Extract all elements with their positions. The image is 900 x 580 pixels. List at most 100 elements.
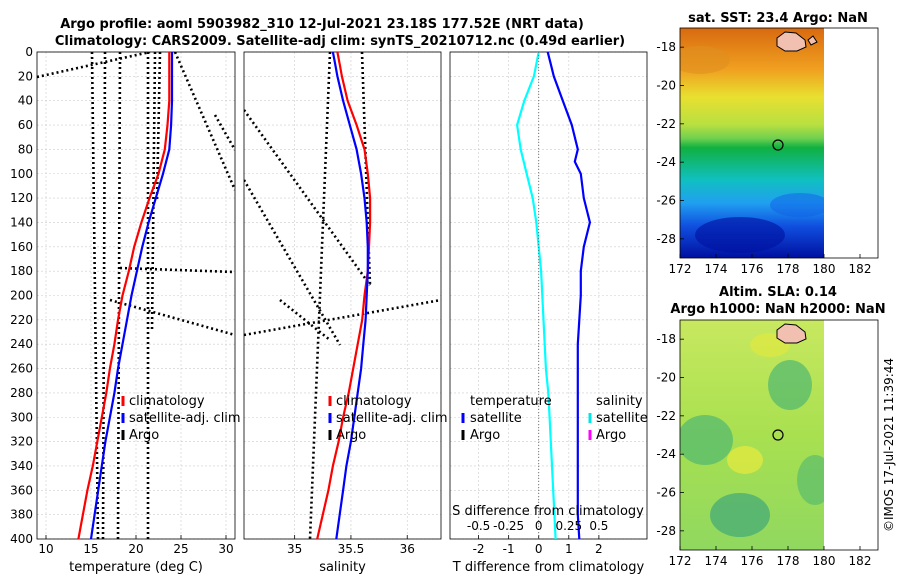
sst_map-ytick-label: -26 bbox=[656, 194, 676, 208]
sst_map-xtick-label: 172 bbox=[669, 262, 692, 276]
sla-high-1 bbox=[727, 446, 763, 474]
sla_map-ytick-label: -24 bbox=[656, 447, 676, 461]
sla-map-axes: 172 174 176 178 180 182 -18 -20 -22 -24 -26 -28 bbox=[656, 319, 879, 568]
temperature-xtick-label: 30 bbox=[218, 542, 233, 556]
island-small bbox=[807, 35, 818, 46]
sst_map-ytick-label: -20 bbox=[656, 79, 676, 93]
sst-map-title: sat. SST: 23.4 Argo: NaN bbox=[688, 11, 868, 26]
temperature-series-satellite-adj-clim bbox=[89, 52, 174, 539]
temperature-argo-trace bbox=[37, 52, 151, 79]
sst_map-xtick-label: 180 bbox=[813, 262, 836, 276]
differences-series-temperature-satellite bbox=[546, 52, 592, 539]
temperature-legend-label: climatology bbox=[129, 394, 205, 409]
sst-cool-patch bbox=[770, 193, 824, 217]
sst-map bbox=[680, 28, 880, 258]
depth-tick-label: 380 bbox=[10, 508, 33, 522]
sst_map-xtick-label: 174 bbox=[705, 262, 728, 276]
diff-legend-label: Argo bbox=[470, 428, 500, 443]
depth-tick-label: 320 bbox=[10, 435, 33, 449]
depth-tick-label: 20 bbox=[18, 69, 33, 83]
sla_map-ytick-label: -28 bbox=[656, 524, 676, 538]
depth-tick-label: 40 bbox=[18, 94, 33, 108]
sla_map-frame bbox=[679, 319, 879, 551]
sla-argo-marker bbox=[772, 429, 784, 441]
differences-xtick-label: 0 bbox=[535, 542, 543, 556]
depth-tick-label: 140 bbox=[10, 215, 33, 229]
salinity-xtick-label: 36 bbox=[400, 542, 415, 556]
temperature-argo-trace bbox=[173, 52, 235, 191]
salinity-panel: 35 35.5 36 salinity climatology satellite-adj… bbox=[243, 51, 448, 575]
salinity-xtick-label: 35.5 bbox=[338, 542, 365, 556]
depth-tick-label: 240 bbox=[10, 337, 33, 351]
temperature-xtick-label: 25 bbox=[173, 542, 188, 556]
temperature-legend-label: satellite-adj. clim bbox=[129, 411, 241, 426]
temperature-argo-trace bbox=[101, 52, 107, 539]
sla-low-2 bbox=[768, 360, 812, 410]
depth-tick-label: 260 bbox=[10, 362, 33, 376]
sst-no-data bbox=[824, 28, 880, 258]
sla_map-ytick-label: -20 bbox=[656, 371, 676, 385]
sla_map-xtick-label: 180 bbox=[813, 554, 836, 568]
s-diff-tick-label: -0.25 bbox=[493, 519, 524, 533]
salinity-legend-label: Argo bbox=[336, 428, 366, 443]
island-fiji-2 bbox=[776, 323, 807, 344]
diff-legend-temperature-header: temperature bbox=[470, 394, 552, 409]
difference-panel: -2 -1 0 1 2 T difference from climatology -0.5… bbox=[449, 51, 648, 575]
depth-tick-label: 400 bbox=[10, 532, 33, 546]
temperature-argo-trace bbox=[119, 266, 235, 274]
sla-map bbox=[680, 320, 880, 550]
depth-tick-label: 200 bbox=[10, 289, 33, 303]
s-diff-tick-label: 0 bbox=[535, 519, 543, 533]
s-diff-tick-label: 0.25 bbox=[555, 519, 582, 533]
differences-series-group bbox=[515, 52, 592, 539]
temperature-legend-label: Argo bbox=[129, 428, 159, 443]
differences-xtick-label: 2 bbox=[595, 542, 603, 556]
temperature-series-group bbox=[37, 52, 235, 539]
sla_map-ytick-label: -26 bbox=[656, 486, 676, 500]
salinity-argo-trace bbox=[244, 109, 372, 286]
sst_map-frame bbox=[679, 27, 879, 259]
temperature-argo-trace bbox=[213, 114, 235, 151]
salinity-argo-trace bbox=[244, 179, 342, 346]
temperature-xlabel: temperature (deg C) bbox=[69, 560, 203, 575]
sst_map-ytick-label: -24 bbox=[656, 155, 676, 169]
salinity-series-satellite-adj-clim bbox=[331, 52, 369, 539]
sla-low-1 bbox=[680, 415, 733, 465]
sla_map-ytick-label: -18 bbox=[656, 332, 676, 346]
sst-cold-patch bbox=[695, 217, 785, 253]
sla-low-4 bbox=[797, 455, 824, 505]
sst_map-ytick-label: -22 bbox=[656, 117, 676, 131]
sst_map-xtick-label: 182 bbox=[849, 262, 872, 276]
sla-map-subtitle: Argo h1000: NaN h2000: NaN bbox=[670, 302, 885, 317]
temperature-xtick-label: 20 bbox=[128, 542, 143, 556]
island-fiji bbox=[776, 31, 807, 52]
sla-low-3 bbox=[710, 493, 770, 537]
depth-tick-label: 300 bbox=[10, 410, 33, 424]
sst_map-xtick-label: 178 bbox=[777, 262, 800, 276]
copyright-stamp: ©IMOS 17-Jul-2021 11:39:44 bbox=[882, 358, 896, 532]
differences-xtick-label: 1 bbox=[565, 542, 573, 556]
sst_map-xtick-label: 176 bbox=[741, 262, 764, 276]
diff-legend-label: satellite bbox=[596, 411, 648, 426]
salinity-argo-trace bbox=[279, 298, 331, 342]
salinity-xlabel: salinity bbox=[319, 560, 366, 575]
title-line-1: Argo profile: aoml 5903982_310 12-Jul-20… bbox=[60, 17, 584, 32]
salinity-legend-label: climatology bbox=[336, 394, 412, 409]
s-diff-xlabel: S difference from climatology bbox=[452, 504, 644, 519]
sla_map-xtick-label: 174 bbox=[705, 554, 728, 568]
sst-warm-patch bbox=[680, 46, 730, 74]
diff-legend-salinity-header: salinity bbox=[596, 394, 643, 409]
sla-no-data bbox=[824, 320, 880, 550]
sla_map-xtick-label: 176 bbox=[741, 554, 764, 568]
salinity-frame bbox=[243, 51, 442, 540]
temperature-argo-trace bbox=[109, 298, 235, 337]
title-line-2: Climatology: CARS2009. Satellite-adj cli… bbox=[55, 34, 625, 49]
salinity-legend-label: satellite-adj. clim bbox=[336, 411, 448, 426]
s-diff-tick-label: -0.5 bbox=[467, 519, 490, 533]
sst_map-ytick-label: -28 bbox=[656, 232, 676, 246]
sla_map-xtick-label: 178 bbox=[777, 554, 800, 568]
depth-tick-label: 280 bbox=[10, 386, 33, 400]
temperature-xtick-label: 10 bbox=[38, 542, 53, 556]
